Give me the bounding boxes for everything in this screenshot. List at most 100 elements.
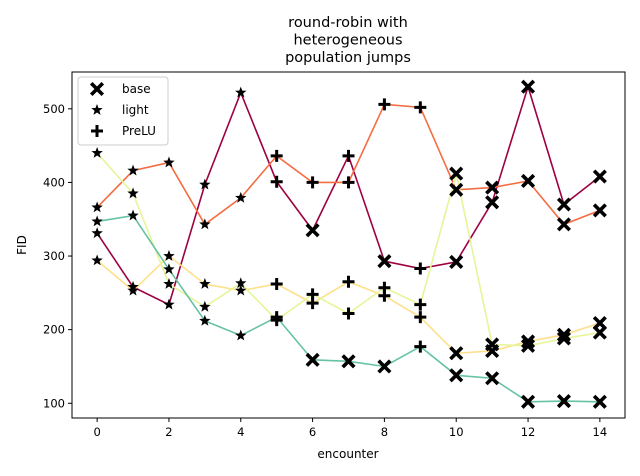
data-point-s3-10 [449,346,464,361]
data-point-s4-14 [592,325,607,340]
y-tick-label: 300 [43,249,65,263]
data-point-s4-7 [342,307,355,320]
data-point-s1-8 [377,254,392,269]
data-point-s3-3 [199,278,211,289]
data-point-s4-13 [556,331,572,346]
data-point-s4-0 [91,146,103,158]
x-tick-label: 0 [93,425,100,439]
data-point-s5-7 [341,354,356,369]
x-tick-label: 8 [381,425,388,439]
data-point-s2-8 [378,98,391,111]
data-point-s1-4 [235,86,247,98]
marker-layer [91,79,607,409]
x-tick-label: 14 [593,425,608,439]
data-point-s4-9 [414,298,427,311]
x-tick-label: 4 [237,425,244,439]
data-point-s1-13 [556,197,572,212]
data-point-s1-12 [520,79,536,94]
data-point-s5-10 [449,368,464,383]
data-point-s5-1 [127,209,139,221]
series-layer [96,84,601,403]
plot-frame [71,71,626,419]
data-point-s3-5 [270,278,283,291]
x-axis-label: encounter [317,447,378,461]
title-line-1: round-robin with [288,15,408,31]
y-tick-label: 500 [43,102,65,116]
y-tick-label: 200 [43,323,65,337]
y-tick-label: 100 [43,396,65,410]
series-line-2 [96,103,601,226]
data-point-s2-5 [270,149,283,162]
legend: base light PreLU [77,76,169,146]
x-axis: 0 2 4 6 8 10 12 14 [93,418,607,439]
y-axis-label: FID [15,235,29,255]
data-point-s4-11 [485,337,500,352]
data-point-s1-7 [342,149,355,162]
data-point-s3-0 [91,254,103,266]
x-tick-label: 12 [521,425,536,439]
data-point-s4-8 [378,281,391,294]
data-point-s5-5 [270,311,283,324]
data-point-s5-13 [556,394,572,409]
data-point-s3-7 [342,275,355,288]
x-tick-label: 6 [309,425,316,439]
data-point-s1-11 [485,195,500,210]
chart-title: round-robin with heterogeneous populatio… [285,15,411,66]
data-point-s2-1 [127,164,139,176]
data-point-s5-12 [520,394,536,409]
data-point-s4-3 [199,300,211,312]
data-point-s3-2 [163,250,175,261]
x-tick-label: 10 [449,425,464,439]
legend-marker-light [91,104,103,115]
data-point-s3-14 [592,315,607,331]
data-point-s4-4 [235,277,247,289]
data-point-s2-3 [199,218,211,230]
data-point-s2-6 [306,176,319,189]
data-point-s3-4 [235,284,247,296]
title-line-2: heterogeneous [293,33,402,49]
legend-label-base: base [122,82,151,96]
data-point-s2-10 [449,182,464,197]
data-point-s1-10 [449,254,464,269]
data-point-s5-2 [163,263,175,275]
data-point-s2-12 [520,173,536,188]
data-point-s4-2 [163,278,175,289]
data-point-s5-8 [377,359,392,374]
legend-marker-base [89,81,105,97]
title-line-3: population jumps [285,50,411,66]
data-point-s4-6 [306,288,319,301]
data-point-s4-1 [127,187,139,199]
data-point-s2-11 [485,180,500,195]
data-point-s2-0 [91,201,103,213]
data-point-s4-10 [449,166,464,181]
data-point-s1-0 [91,227,103,239]
data-point-s2-7 [342,176,355,189]
data-point-s5-4 [235,329,247,341]
data-point-s2-9 [414,101,427,114]
data-point-s3-9 [414,311,427,324]
data-point-s2-14 [592,203,607,218]
data-point-s1-5 [270,175,283,188]
data-point-s3-1 [127,284,139,296]
data-point-s1-9 [414,262,427,275]
x-tick-label: 2 [165,425,172,439]
data-point-s5-0 [91,215,103,227]
data-point-s5-11 [485,371,500,386]
data-point-s1-6 [305,223,320,238]
series-line-1 [96,84,601,306]
data-point-s5-3 [199,314,211,326]
data-point-s2-4 [235,191,247,203]
data-point-s1-3 [199,178,211,190]
y-axis: 100 200 300 400 500 [43,102,72,410]
data-point-s5-14 [592,394,607,409]
data-point-s5-6 [305,352,320,367]
y-tick-label: 400 [43,175,65,189]
legend-label-light: light [122,103,149,117]
data-point-s1-14 [592,169,607,184]
data-point-s5-9 [414,340,427,353]
data-point-s1-2 [163,298,175,310]
data-point-s4-12 [520,338,536,353]
legend-label-PreLU: PreLU [122,124,156,138]
data-point-s2-13 [556,217,572,232]
